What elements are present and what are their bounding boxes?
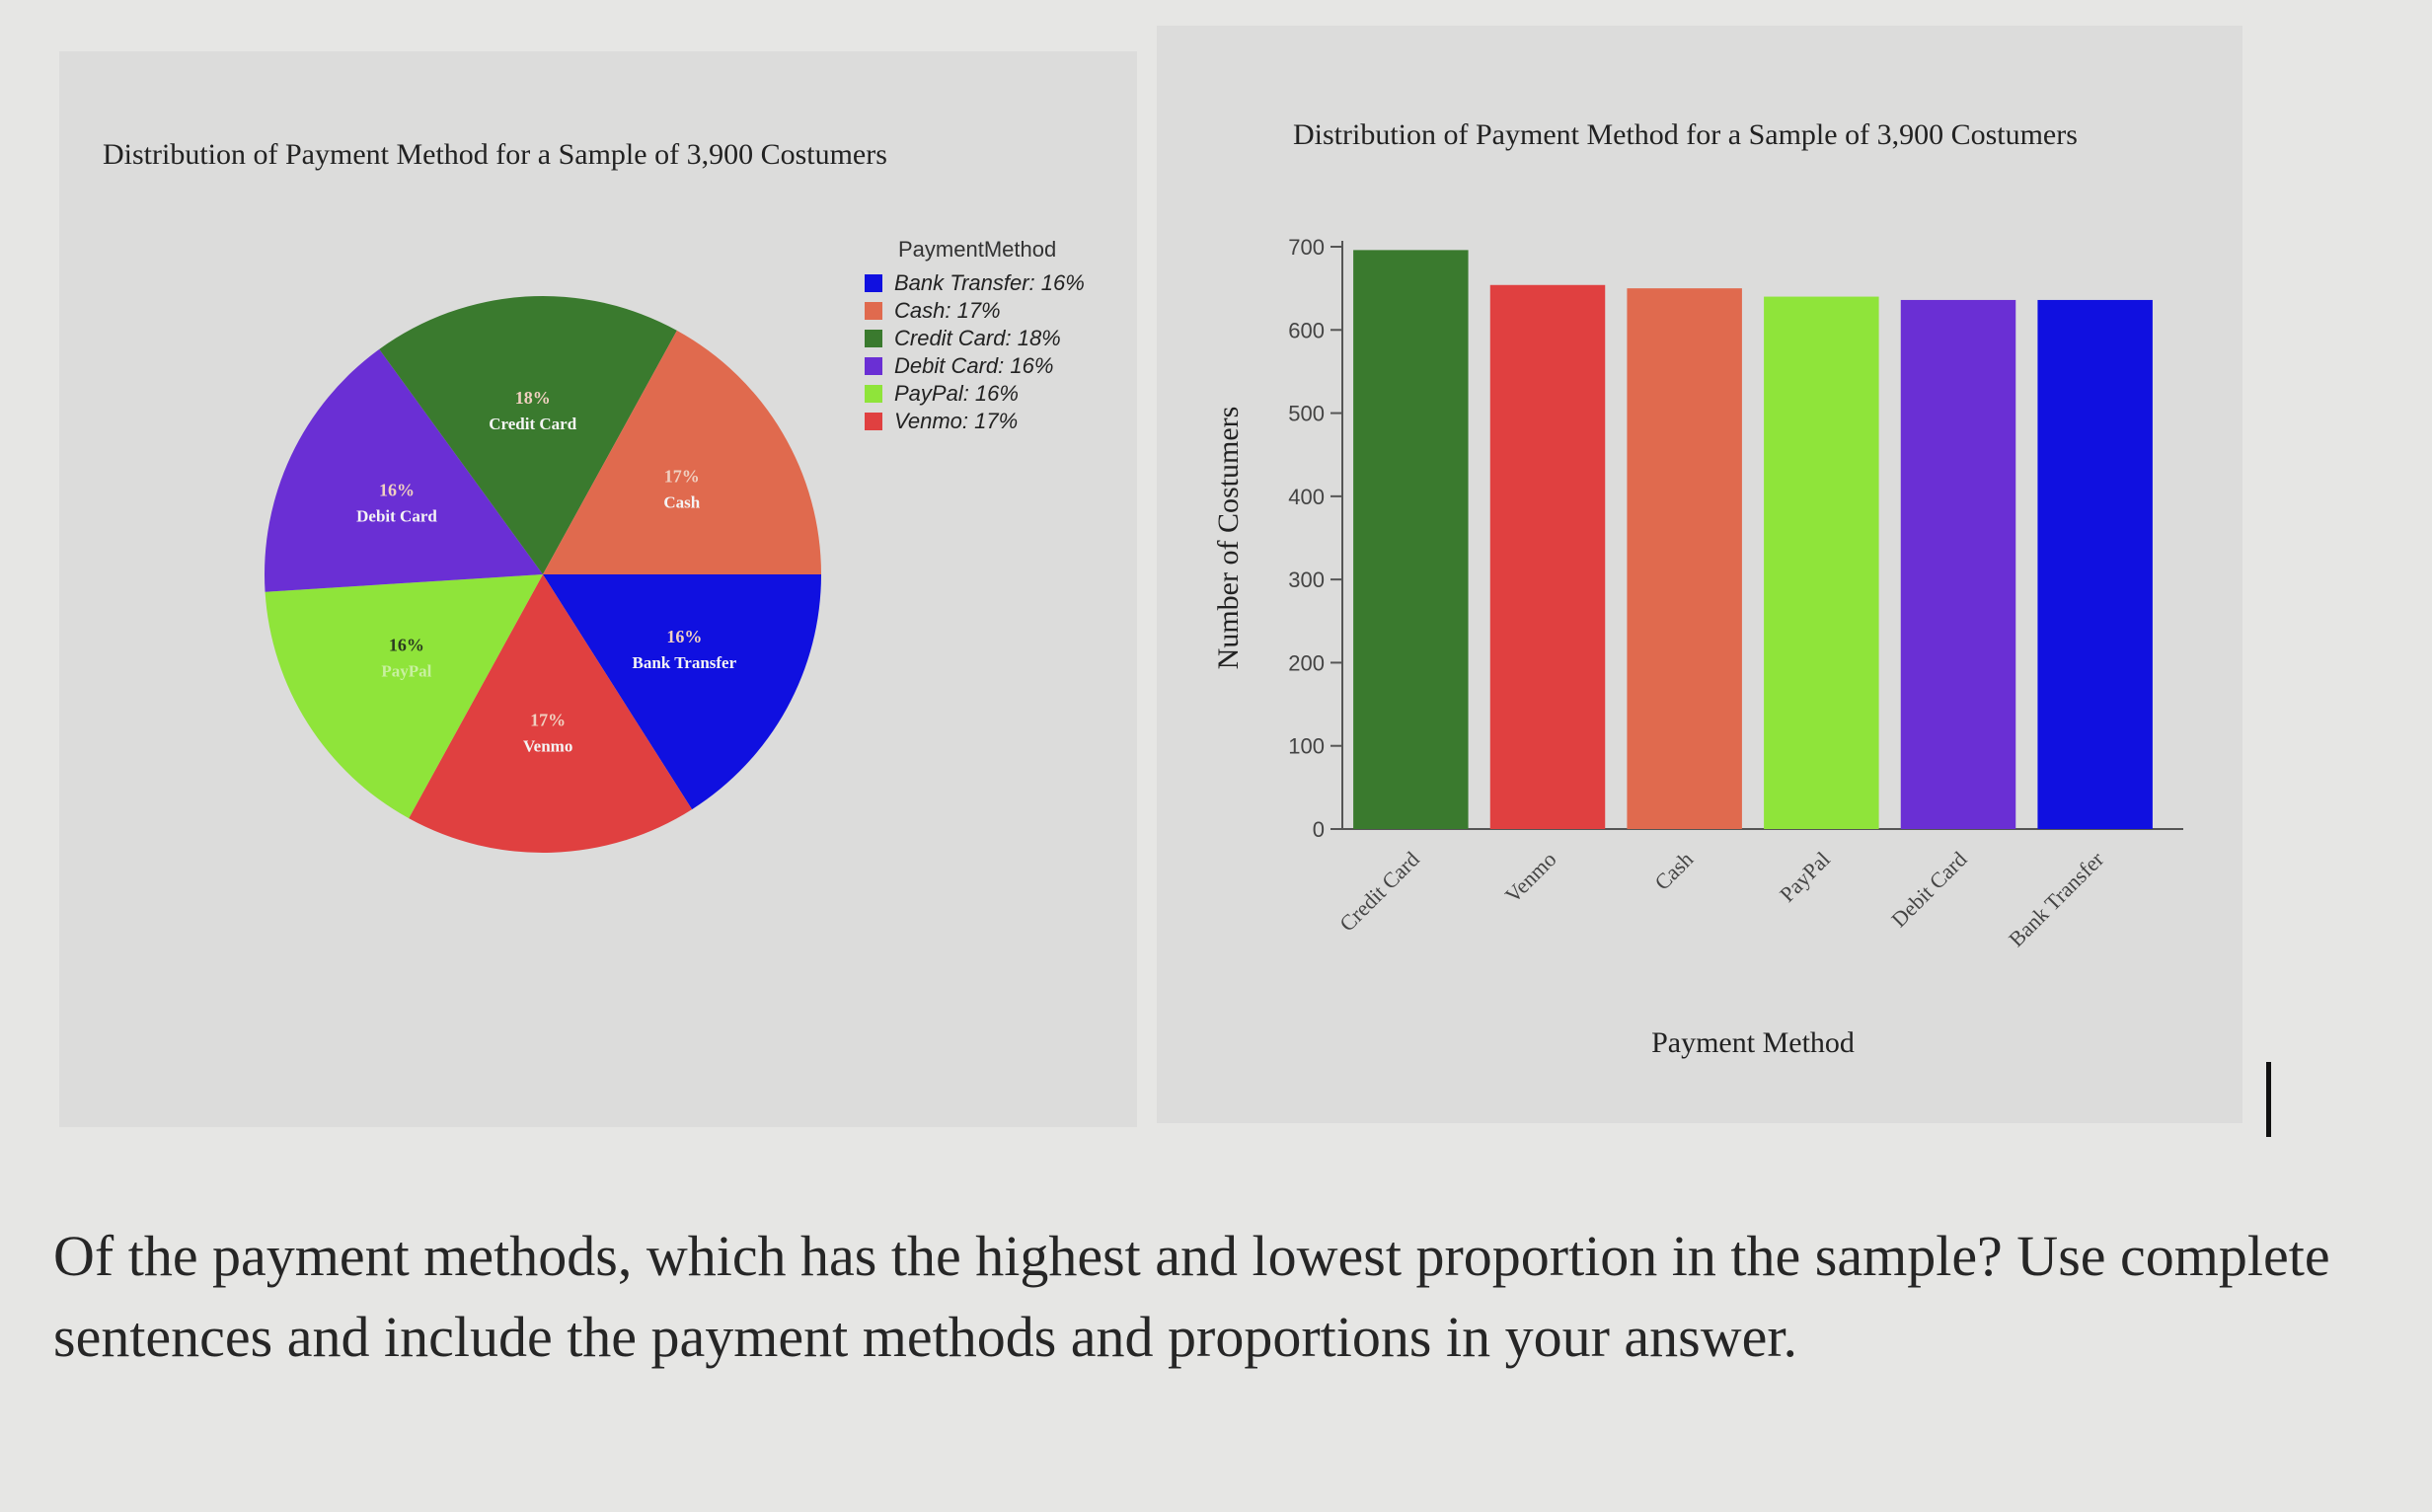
pie-chart-title: Distribution of Payment Method for a Sam…	[103, 138, 887, 171]
bar-chart-panel: Distribution of Payment Method for a Sam…	[1157, 26, 2242, 1123]
legend-item: Cash: 17%	[865, 298, 1001, 324]
legend-swatch	[865, 357, 882, 375]
question-text: Of the payment methods, which has the hi…	[53, 1224, 2330, 1369]
bar-chart: 0 100 200 300 400 500 600 700 Credit Card Venmo Ca…	[1212, 235, 2183, 1059]
pie-slice-debit-card	[265, 348, 543, 592]
bar-debit-card	[1900, 299, 2016, 829]
pie-pct-label-paypal: 16%	[389, 636, 424, 655]
pie-name-label-bank-transfer: Bank Transfer	[633, 653, 737, 672]
pie-slice-venmo	[409, 574, 693, 853]
legend-title: PaymentMethod	[898, 237, 1057, 262]
y-tick-label: 400	[1288, 485, 1325, 509]
pie-chart-panel: Distribution of Payment Method for a Sam…	[59, 51, 1137, 1127]
text-cursor	[2266, 1062, 2271, 1137]
pie-pct-label-credit-card: 18%	[515, 388, 551, 408]
x-tick-label: Bank Transfer	[2004, 846, 2109, 951]
legend-swatch	[865, 274, 882, 292]
bar-paypal	[1764, 296, 1879, 830]
pie-chart: 16% Bank Transfer 17% Venmo 16% PayPal 16% Debi…	[265, 296, 821, 853]
pie-pct-label-venmo: 17%	[530, 710, 566, 729]
pie-name-label-venmo: Venmo	[523, 736, 572, 755]
y-tick-label: 600	[1288, 318, 1325, 342]
pie-name-label-debit-card: Debit Card	[356, 506, 437, 525]
x-axis-label: Payment Method	[1651, 1026, 1855, 1059]
y-tick-label: 500	[1288, 402, 1325, 426]
bar-bank-transfer	[2037, 299, 2153, 829]
legend-item: PayPal: 16%	[865, 381, 1019, 407]
legend-label: Venmo: 17%	[894, 409, 1019, 433]
legend-swatch	[865, 385, 882, 403]
bar-credit-card	[1353, 250, 1469, 829]
bar-venmo	[1489, 284, 1606, 829]
x-tick-label: PayPal	[1775, 847, 1835, 907]
legend-swatch	[865, 302, 882, 320]
legend-item: Credit Card: 18%	[865, 326, 1061, 351]
pie-name-label-paypal: PayPal	[381, 662, 431, 681]
pie-slice-paypal	[265, 574, 543, 819]
bar-chart-title: Distribution of Payment Method for a Sam…	[1293, 118, 2078, 151]
y-tick-label: 200	[1288, 650, 1325, 675]
y-tick-label: 700	[1288, 235, 1325, 260]
pie-name-label-cash: Cash	[663, 493, 700, 512]
pie-slice-credit-card	[379, 296, 677, 574]
y-tick-label: 0	[1313, 817, 1325, 842]
bar-cash	[1627, 288, 1742, 830]
x-tick-label: Cash	[1649, 847, 1698, 895]
x-tick-label: Debit Card	[1886, 847, 1971, 932]
pie-pct-label-bank-transfer: 16%	[666, 627, 702, 646]
legend-label: Credit Card: 18%	[894, 326, 1061, 350]
pie-name-label-credit-card: Credit Card	[489, 415, 576, 433]
pie-slice-cash	[543, 330, 821, 574]
legend-label: PayPal: 16%	[894, 381, 1019, 406]
legend-label: Cash: 17%	[894, 298, 1001, 323]
legend-item: Bank Transfer: 16%	[865, 270, 1085, 296]
legend-item: Debit Card: 16%	[865, 353, 1053, 379]
y-axis-label: Number of Costumers	[1212, 407, 1245, 670]
pie-pct-label-debit-card: 16%	[379, 480, 415, 499]
legend-item: Venmo: 17%	[865, 409, 1018, 434]
y-tick-label: 300	[1288, 567, 1325, 592]
x-tick-label: Venmo	[1500, 847, 1561, 908]
legend-label: Bank Transfer: 16%	[894, 270, 1085, 295]
x-tick-label: Credit Card	[1334, 847, 1424, 937]
y-tick-label: 100	[1288, 734, 1325, 759]
pie-pct-label-cash: 17%	[664, 467, 700, 487]
legend-label: Debit Card: 16%	[894, 353, 1054, 378]
pie-slice-bank-transfer	[543, 574, 821, 810]
legend-swatch	[865, 413, 882, 430]
legend-swatch	[865, 330, 882, 347]
